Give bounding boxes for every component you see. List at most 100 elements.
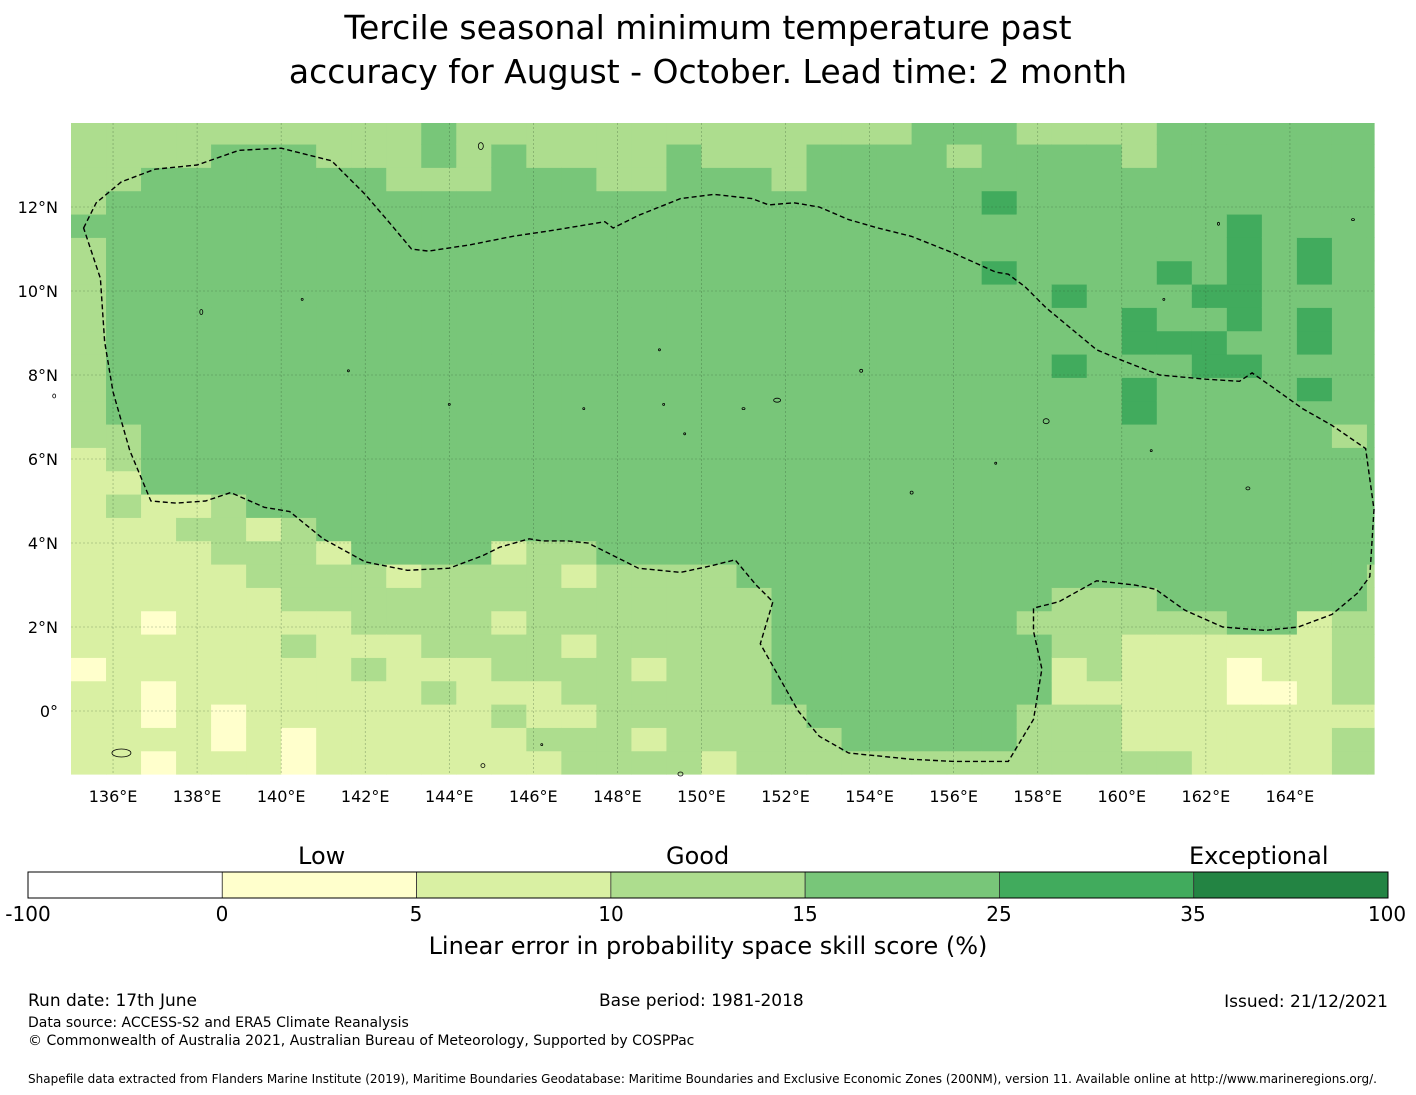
skill-cell — [701, 167, 738, 192]
skill-cell — [876, 123, 913, 145]
skill-cell — [1226, 423, 1263, 448]
skill-cell — [876, 610, 913, 635]
skill-cell — [106, 493, 142, 518]
skill-cell — [1016, 377, 1053, 402]
skill-cell — [981, 540, 1018, 565]
skill-cell — [106, 470, 142, 495]
skill-cell — [1296, 680, 1333, 705]
skill-cell — [71, 400, 107, 425]
skill-cell — [316, 587, 352, 612]
skill-cell — [281, 657, 317, 682]
skill-cell — [981, 123, 1018, 145]
skill-cell — [841, 190, 878, 215]
skill-cell — [596, 143, 633, 168]
skill-cell — [1051, 563, 1088, 588]
skill-cell — [1191, 283, 1228, 308]
skill-cell — [1261, 213, 1298, 238]
colorbar-heading-good: Good — [666, 842, 730, 870]
skill-cell — [1121, 213, 1158, 238]
skill-cell — [526, 353, 562, 378]
skill-cell — [176, 703, 212, 728]
skill-cell — [1121, 633, 1158, 658]
skill-cell — [351, 493, 387, 518]
skill-cell — [351, 353, 387, 378]
skill-cell — [806, 260, 843, 285]
skill-cell — [1051, 143, 1088, 168]
skill-cell — [771, 307, 808, 332]
skill-cell — [106, 750, 142, 775]
skill-cell — [1086, 143, 1123, 168]
longitude-tick-label: 150°E — [677, 787, 726, 806]
skill-cell — [1226, 517, 1263, 542]
skill-cell — [106, 167, 142, 192]
skill-cell — [561, 423, 597, 448]
skill-cell — [771, 283, 808, 308]
skill-cell — [736, 493, 773, 518]
skill-cell — [1261, 190, 1298, 215]
skill-cell — [316, 540, 352, 565]
latitude-tick-label: 2°N — [28, 618, 58, 637]
longitude-tick-label: 162°E — [1182, 787, 1231, 806]
skill-cell — [71, 703, 107, 728]
skill-cell — [841, 283, 878, 308]
skill-cell — [386, 727, 422, 752]
skill-cell — [211, 260, 247, 285]
skill-cell — [1156, 283, 1193, 308]
skill-cell — [1261, 750, 1298, 775]
skill-cell — [71, 190, 107, 215]
skill-cell — [1261, 260, 1298, 285]
skill-cell — [631, 143, 668, 168]
skill-cell — [701, 283, 738, 308]
skill-cell — [561, 493, 597, 518]
skill-cell — [316, 213, 352, 238]
skill-cell — [351, 123, 387, 145]
island-outline — [540, 743, 544, 746]
skill-cell — [1051, 330, 1088, 355]
skill-cell — [1331, 143, 1368, 168]
skill-cell — [141, 517, 177, 542]
skill-cell — [456, 283, 492, 308]
skill-cell — [596, 657, 633, 682]
skill-cell — [1016, 540, 1053, 565]
skill-cell — [631, 727, 668, 752]
skill-cell — [1051, 610, 1088, 635]
colorbar-label: Linear error in probability space skill … — [428, 932, 988, 960]
skill-cell — [456, 213, 492, 238]
skill-cell — [351, 540, 387, 565]
longitude-tick-label: 154°E — [845, 787, 894, 806]
skill-cell — [911, 587, 948, 612]
skill-cell — [71, 167, 107, 192]
skill-cell — [71, 587, 107, 612]
skill-cell — [1226, 283, 1263, 308]
skill-cell — [456, 307, 492, 332]
skill-cell — [1121, 587, 1158, 612]
skill-cell — [1226, 470, 1263, 495]
skill-cell — [666, 400, 703, 425]
skill-cell — [1086, 610, 1123, 635]
island-outline — [347, 369, 350, 373]
skill-cell — [281, 167, 317, 192]
skill-cell — [386, 260, 422, 285]
skill-cell — [841, 470, 878, 495]
skill-cell — [841, 633, 878, 658]
skill-cell — [1086, 377, 1123, 402]
island-outline — [480, 763, 486, 768]
skill-cell — [876, 260, 913, 285]
skill-cell — [806, 447, 843, 472]
skill-cell — [281, 633, 317, 658]
skill-cell — [1121, 750, 1158, 775]
colorbar-segment — [999, 871, 1195, 899]
skill-cell — [1366, 307, 1375, 332]
skill-cell — [526, 283, 562, 308]
skill-cell — [421, 190, 457, 215]
skill-cell — [281, 540, 317, 565]
skill-cell — [1086, 167, 1123, 192]
skill-cell — [1226, 493, 1263, 518]
skill-cell — [841, 260, 878, 285]
skill-cell — [141, 123, 177, 145]
skill-cell — [71, 307, 107, 332]
island-outline — [1149, 449, 1153, 453]
skill-cell — [771, 167, 808, 192]
skill-cell — [736, 750, 773, 775]
skill-cell — [841, 657, 878, 682]
